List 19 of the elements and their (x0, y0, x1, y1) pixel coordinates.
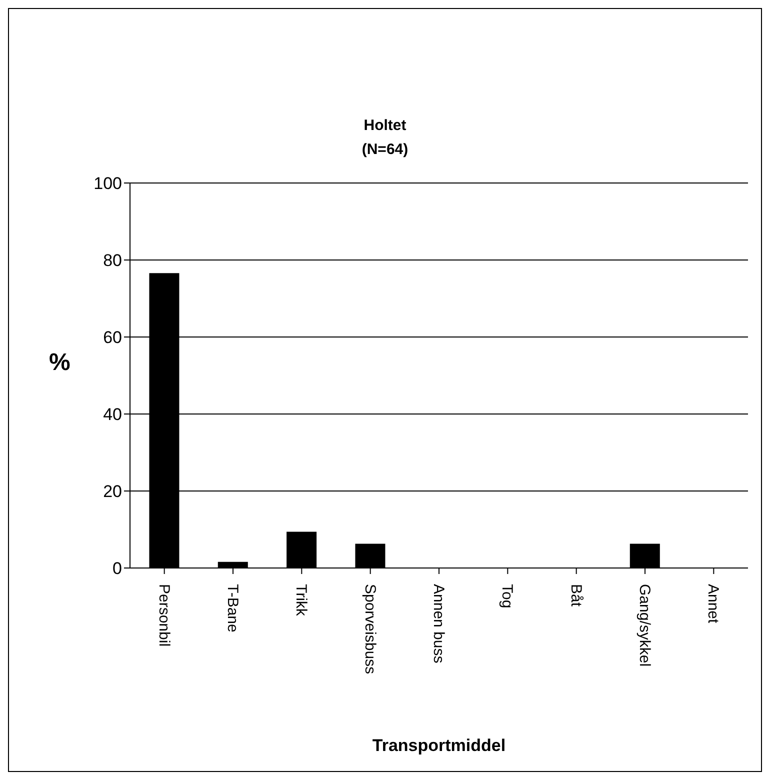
y-tick-label: 40 (103, 405, 122, 424)
x-tick-label: Annet (704, 584, 722, 624)
y-axis-title: % (49, 349, 70, 377)
y-tick-label: 0 (112, 559, 122, 578)
x-tick-label: Gang/sykkel (636, 584, 653, 667)
x-tick-label: Båt (567, 584, 584, 608)
y-tick-label: 100 (94, 174, 122, 194)
x-tick-label: Sporveisbuss (361, 584, 378, 674)
x-tick-label: Annen buss (430, 584, 447, 664)
chart-subtitle: (N=64) (360, 141, 410, 158)
x-tick-label: T-Bane (224, 584, 241, 632)
y-tick-label: 80 (103, 251, 122, 270)
y-tick-label: 60 (103, 328, 122, 348)
y-tick-label: 20 (103, 482, 122, 502)
x-tick-label: Trikk (292, 584, 310, 616)
x-tick-label: Tog (498, 584, 516, 608)
chart-title: Holtet (362, 117, 408, 134)
x-tick-label: Personbil (155, 584, 172, 647)
x-axis-title: Transportmiddel (371, 736, 507, 756)
